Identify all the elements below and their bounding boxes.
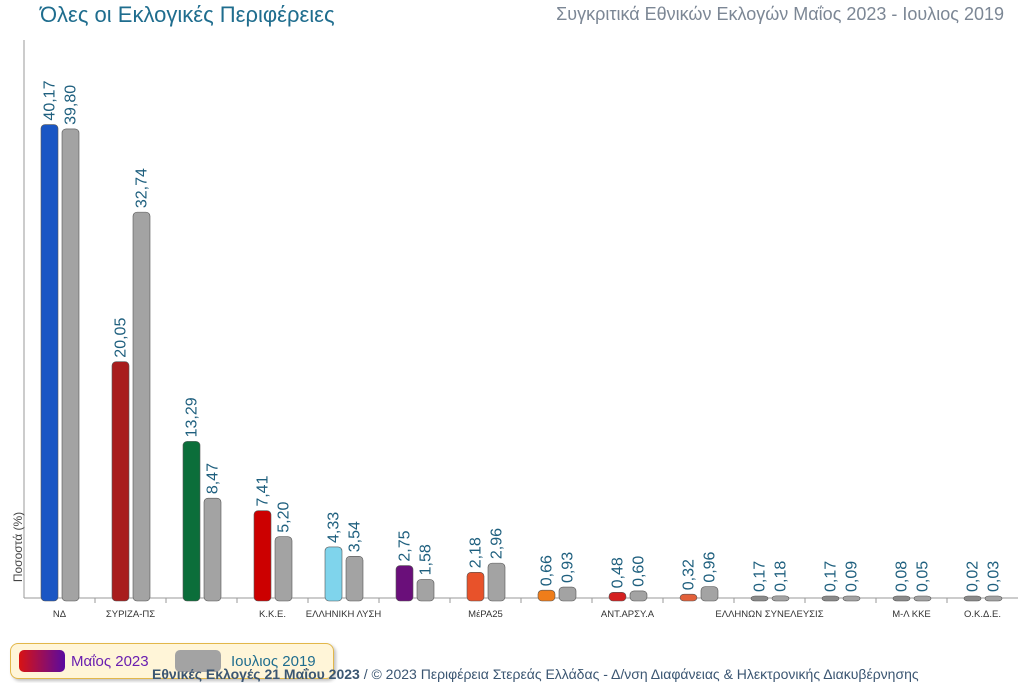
footer-copyright: / © 2023 Περιφέρεια Στερεάς Ελλάδας - Δ/… [359,666,919,682]
data-label-july-2019: 0,09 [844,561,861,592]
bar-may-2023 [253,510,272,602]
x-tick-label: ΝΔ [53,609,67,620]
legend-label-july-2019: Ιουλιος 2019 [231,652,316,670]
bar-may-2023 [324,546,343,602]
data-label-july-2019: 0,60 [631,556,648,587]
bar-may-2023 [608,592,627,602]
data-label-july-2019: 1,58 [418,544,435,575]
data-label-may-2023: 0,17 [752,561,769,592]
data-label-may-2023: 0,32 [681,559,698,590]
data-label-july-2019: 5,20 [276,501,293,532]
data-label-may-2023: 7,41 [255,475,272,506]
data-label-july-2019: 39,80 [63,85,80,125]
data-label-may-2023: 0,17 [823,561,840,592]
bar-july-2019 [842,595,861,602]
legend: Μαΐος 2023 Ιουλιος 2019 [10,643,334,679]
data-label-july-2019: 32,74 [134,168,151,208]
bar-may-2023 [679,593,698,602]
bar-july-2019 [984,595,1003,602]
bar-may-2023 [963,595,982,602]
bar-may-2023 [40,124,59,602]
y-axis-label: Ποσοστά (%) [11,511,25,583]
legend-swatch-july-2019 [175,650,221,672]
bar-july-2019 [771,595,790,602]
legend-swatch-may-2023 [19,650,65,672]
x-tick-label: ΑΝΤ.ΑΡΣΥ.Α [601,609,655,620]
bar-july-2019 [558,586,577,602]
bar-july-2019 [913,595,932,602]
x-tick-label: ΣΥΡΙΖΑ-ΠΣ [106,609,155,620]
data-label-july-2019: 0,96 [702,551,719,582]
bar-july-2019 [629,590,648,602]
data-label-july-2019: 8,47 [205,463,222,494]
data-label-july-2019: 0,93 [560,552,577,583]
bar-may-2023 [537,589,556,602]
x-tick-label: Μ-Λ ΚΚΕ [892,609,931,620]
legend-item-july-2019[interactable]: Ιουλιος 2019 [175,650,316,672]
bar-may-2023 [892,595,911,602]
footer: Εθνικές Εκλογές 21 Μαΐου 2023 / © 2023 Π… [152,666,919,682]
data-label-may-2023: 0,08 [894,561,911,592]
data-label-may-2023: 20,05 [113,318,130,358]
bar-may-2023 [395,565,414,602]
data-label-july-2019: 3,54 [347,521,364,552]
bar-may-2023 [182,441,201,602]
bar-july-2019 [132,211,151,602]
bar-july-2019 [345,555,364,602]
data-label-july-2019: 0,03 [986,561,1003,592]
bar-july-2019 [700,586,719,602]
data-label-may-2023: 0,48 [610,557,627,588]
bar-may-2023 [111,361,130,602]
data-label-may-2023: 0,02 [965,561,982,592]
x-tick-label: Ο.Κ.Δ.Ε. [964,609,1001,620]
data-label-july-2019: 0,18 [773,561,790,592]
data-label-may-2023: 13,29 [184,397,201,437]
data-label-may-2023: 2,75 [397,530,414,561]
chart-title: Όλες οι Εκλογικές Περιφέρειες [40,2,335,27]
bar-july-2019 [61,128,80,602]
x-tick-label: ΜέΡΑ25 [468,609,503,620]
bar-chart: 40,17 39,80 ΝΔ 20,05 32,74 ΣΥΡΙΖΑ-ΠΣ 13,29 8,47… [23,40,1018,620]
data-label-may-2023: 4,33 [326,512,343,543]
data-label-july-2019: 2,96 [489,528,506,559]
x-tick-label: ΕΛΛΗΝΙΚΗ ΛΥΣΗ [306,609,382,620]
data-label-july-2019: 0,05 [915,561,932,592]
footer-election: Εθνικές Εκλογές 21 Μαΐου 2023 [152,666,360,682]
bar-may-2023 [466,572,485,602]
x-tick-label: Κ.Κ.Ε. [259,609,286,620]
data-label-may-2023: 40,17 [42,80,59,120]
bar-may-2023 [821,595,840,602]
bar-may-2023 [750,595,769,602]
data-label-may-2023: 0,66 [539,555,556,586]
data-label-may-2023: 2,18 [468,537,485,568]
bar-july-2019 [416,579,435,602]
chart-subtitle: Συγκριτικά Εθνικών Εκλογών Μαΐος 2023 - … [556,4,1004,24]
bar-july-2019 [203,497,222,602]
bar-july-2019 [487,562,506,602]
legend-item-may-2023[interactable]: Μαΐος 2023 [19,650,149,672]
legend-label-may-2023: Μαΐος 2023 [71,652,149,670]
bar-july-2019 [274,536,293,602]
x-tick-label: ΕΛΛΗΝΩΝ ΣΥΝΕΛΕΥΣΙΣ [715,609,823,620]
